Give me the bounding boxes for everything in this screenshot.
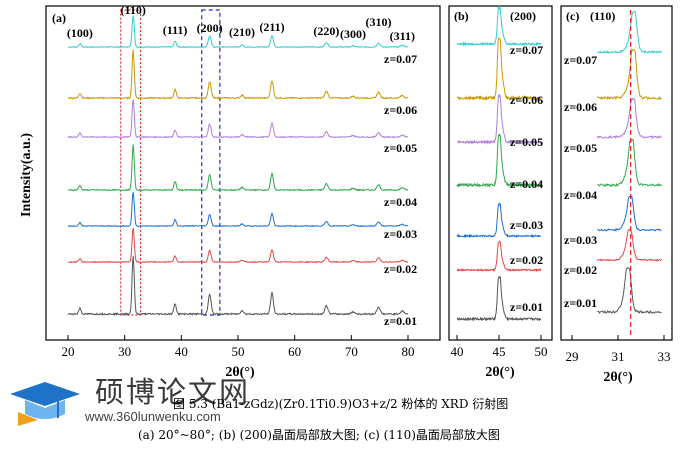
- x-tick-label-b-40: 40: [451, 344, 464, 359]
- watermark-url: www.360lunwenku.com: [85, 409, 221, 424]
- panel-b-tag: (b): [454, 9, 469, 23]
- peak-label-(100): (100): [67, 26, 93, 40]
- series-line-b-z=0.05: [456, 94, 542, 145]
- series-label-c-z=0.01: z=0.01: [564, 296, 597, 310]
- series-line-c-z=0.05: [596, 97, 662, 140]
- peak-label-(111): (111): [163, 23, 188, 37]
- series-line-c-z=0.06: [596, 47, 662, 101]
- panel-a-tag: (a): [52, 11, 66, 25]
- series-label-b-z=0.04: z=0.04: [510, 177, 543, 191]
- series-label-b-z=0.07: z=0.07: [510, 43, 543, 57]
- x-tick-label-a-40: 40: [175, 344, 188, 359]
- series-label-c-z=0.02: z=0.02: [564, 263, 597, 277]
- panel-c-peak-label: (110): [590, 9, 615, 23]
- panel-b-plot: z=0.07 z=0.06 z=0.05 z=0.04 z=0.03 z=0.02 z=0.…: [451, 5, 548, 359]
- series-label-b-z=0.02: z=0.02: [510, 253, 543, 267]
- series-line-b-z=0.04: [456, 133, 542, 188]
- x-tick-label-a-20: 20: [62, 344, 75, 359]
- series-label-a-z=0.05: z=0.05: [384, 141, 417, 155]
- series-line-a-z=0.04: [67, 144, 409, 192]
- panel-b-x-axis-label: 2θ(°): [485, 365, 515, 380]
- site-logo: [10, 382, 80, 426]
- x-tick-label-b-50: 50: [535, 344, 548, 359]
- highlight-box-1: [120, 9, 142, 316]
- series-line-a-z=0.06: [67, 49, 409, 100]
- panel-c-plot: z=0.07 z=0.06 z=0.05 z=0.04 z=0.03 z=0.02 z=0.…: [564, 10, 671, 364]
- panel-a-frame: [45, 5, 441, 341]
- series-line-b-z=0.06: [456, 37, 542, 102]
- series-label-c-z=0.07: z=0.07: [564, 53, 597, 67]
- peak-label-(311): (311): [390, 29, 415, 43]
- series-line-b-z=0.03: [456, 202, 542, 239]
- series-line-c-z=0.03: [597, 195, 662, 232]
- x-tick-label-c-29: 29: [566, 349, 579, 364]
- peak-label-(200): (200): [197, 21, 223, 35]
- series-label-b-z=0.03: z=0.03: [510, 218, 543, 232]
- peak-label-(110): (110): [120, 3, 145, 17]
- peak-label-(300): (300): [340, 27, 366, 41]
- series-label-b-z=0.01: z=0.01: [510, 300, 543, 314]
- series-label-a-z=0.03: z=0.03: [384, 227, 417, 241]
- x-tick-label-a-80: 80: [402, 344, 415, 359]
- series-line-c-z=0.01: [597, 267, 662, 314]
- series-line-a-z=0.05: [67, 99, 408, 139]
- series-label-b-z=0.06: z=0.06: [510, 93, 543, 107]
- figure-caption-line1: 图 5.3 (Ba1-zGdz)(Zr0.1Ti0.9)O3+z/2 粉体的 X…: [173, 397, 509, 411]
- x-tick-label-c-31: 31: [612, 349, 625, 364]
- series-label-a-z=0.02: z=0.02: [384, 262, 417, 276]
- series-label-a-z=0.07: z=0.07: [384, 52, 417, 66]
- series-line-b-z=0.07: [456, 5, 542, 47]
- series-line-a-z=0.03: [67, 192, 409, 228]
- panel-a-x-axis-label: 2θ(°): [225, 365, 255, 380]
- series-label-c-z=0.05: z=0.05: [564, 141, 597, 155]
- series-line-c-z=0.04: [597, 138, 662, 187]
- peak-label-(310): (310): [366, 15, 392, 29]
- panel-b-frame: [448, 5, 553, 341]
- series-line-a-z=0.01: [67, 255, 408, 316]
- x-tick-label-a-60: 60: [288, 344, 301, 359]
- series-label-a-z=0.04: z=0.04: [384, 195, 417, 209]
- panel-a-plot: z=0.07 z=0.06 z=0.05 z=0.04 z=0.03 z=0.02 z=0.…: [62, 3, 418, 359]
- watermark-title: 硕博论文网: [95, 375, 251, 409]
- peak-label-(210): (210): [229, 25, 255, 39]
- series-label-c-z=0.06: z=0.06: [564, 100, 597, 114]
- series-line-a-z=0.02: [67, 227, 409, 264]
- highlight-box-2: [201, 9, 221, 316]
- series-label-a-z=0.01: z=0.01: [384, 314, 417, 328]
- x-tick-label-b-45: 45: [493, 344, 506, 359]
- series-line-a-z=0.07: [68, 15, 409, 49]
- peak-label-(211): (211): [259, 20, 284, 34]
- series-label-a-z=0.06: z=0.06: [384, 103, 417, 117]
- figure-caption-line2: (a) 20°~80°; (b) (200)晶面局部放大图; (c) (110)…: [138, 428, 500, 442]
- series-line-c-z=0.02: [596, 229, 662, 262]
- series-label-c-z=0.03: z=0.03: [564, 233, 597, 247]
- series-label-b-z=0.05: z=0.05: [510, 135, 543, 149]
- panel-c-frame: [560, 5, 673, 341]
- x-tick-label-c-33: 33: [658, 349, 671, 364]
- x-tick-label-a-70: 70: [345, 344, 358, 359]
- panel-c-x-axis-label: 2θ(°): [603, 370, 633, 385]
- panel-b-peak-label: (200): [510, 9, 536, 23]
- series-label-c-z=0.04: z=0.04: [564, 188, 597, 202]
- peak-label-(220): (220): [313, 24, 339, 38]
- panel-c-tag: (c): [566, 9, 579, 23]
- series-line-b-z=0.01: [456, 276, 542, 322]
- x-tick-label-a-50: 50: [232, 344, 245, 359]
- series-line-b-z=0.02: [456, 240, 542, 273]
- x-tick-label-a-30: 30: [118, 344, 131, 359]
- series-line-c-z=0.07: [597, 10, 662, 55]
- y-axis-label: Intensity(a.u.): [19, 133, 34, 217]
